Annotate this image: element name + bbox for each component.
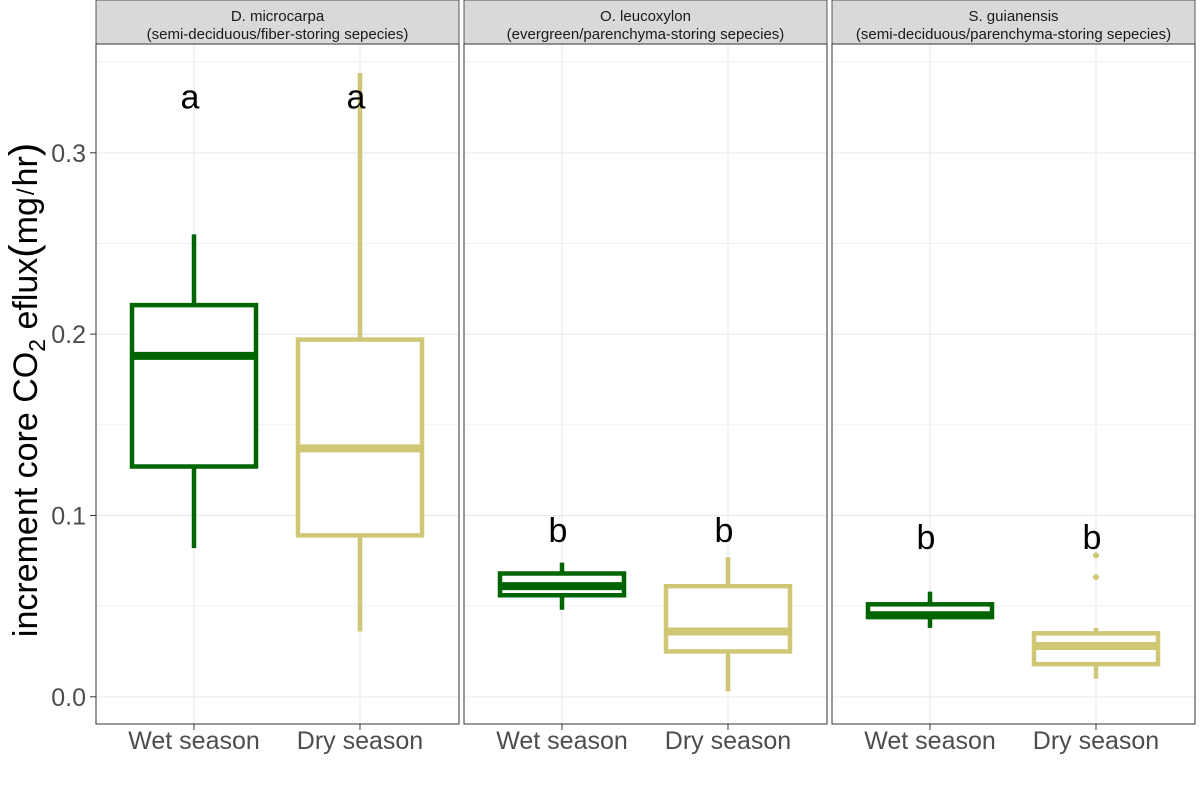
panel-title-line1: S. guianensis: [968, 8, 1058, 25]
box-wet: a: [129, 79, 259, 549]
outlier-point: [1093, 574, 1099, 581]
y-axis-title-paren-close: ): [2, 143, 46, 156]
box-iqr: [129, 302, 259, 469]
x-tick-label: Dry season: [297, 727, 423, 755]
x-tick-label: Dry season: [1033, 727, 1159, 755]
panel-title-line1: D. microcarpa: [231, 8, 325, 25]
box-wet: b: [497, 512, 627, 610]
y-axis-title-prefix: increment core CO: [7, 352, 45, 637]
box-dry: a: [295, 73, 425, 632]
y-axis-title-unit-sep: /: [13, 188, 40, 195]
y-axis-title: increment core CO2 eflux(mg / hr): [2, 143, 50, 637]
plot-background: [832, 44, 1195, 724]
x-tick-label: Dry season: [665, 727, 791, 755]
strip-background: [463, 0, 828, 45]
significance-letter: b: [715, 512, 734, 550]
y-tick-label: 0.3: [51, 140, 86, 168]
box-dry: b: [663, 512, 793, 692]
y-axis-title-middle: eflux: [7, 258, 45, 339]
panel-title-line2: (semi-deciduous/fiber-storing sepecies): [147, 26, 409, 43]
significance-letter: b: [1083, 519, 1102, 557]
y-axis-title-paren-open: (: [2, 244, 46, 258]
y-tick-label: 0.2: [51, 321, 86, 349]
panel-title-line2: (semi-deciduous/parenchyma-storing sepec…: [856, 26, 1171, 43]
y-tick-label: 0.1: [51, 502, 86, 530]
y-tick-label: 0.0: [51, 684, 86, 712]
significance-letter: a: [347, 79, 366, 117]
x-tick-label: Wet season: [128, 727, 260, 755]
x-tick-label: Wet season: [864, 727, 996, 755]
significance-letter: b: [549, 512, 568, 550]
box-iqr: [295, 337, 425, 538]
x-tick-label: Wet season: [496, 727, 628, 755]
panel-border: [95, 43, 460, 725]
box-wet: b: [865, 519, 995, 628]
panel: S. guianensis(semi-deciduous/parenchyma-…: [831, 0, 1196, 755]
y-axis-title-unit-num: mg: [7, 197, 45, 244]
box-dry: b: [1031, 519, 1161, 679]
y-axis: 0.0 0.1 0.2 0.3: [51, 140, 96, 712]
box-iqr: [663, 583, 793, 654]
y-axis-title-subscript: 2: [24, 339, 50, 352]
panel-title-line1: O. leucoxylon: [600, 8, 691, 25]
panels-layer: D. microcarpa(semi-deciduous/fiber-stori…: [95, 0, 1196, 755]
y-axis-title-unit-den: hr: [7, 156, 45, 186]
strip-background: [95, 0, 460, 45]
panel-title-line2: (evergreen/parenchyma-storing sepecies): [507, 26, 785, 43]
panel-border: [831, 43, 1196, 725]
panel-border: [463, 43, 828, 725]
panel: O. leucoxylon(evergreen/parenchyma-stori…: [463, 0, 828, 755]
panel: D. microcarpa(semi-deciduous/fiber-stori…: [95, 0, 460, 755]
significance-letter: a: [181, 79, 200, 117]
significance-letter: b: [917, 519, 936, 557]
outlier-point: [1093, 552, 1099, 559]
strip-background: [831, 0, 1196, 45]
